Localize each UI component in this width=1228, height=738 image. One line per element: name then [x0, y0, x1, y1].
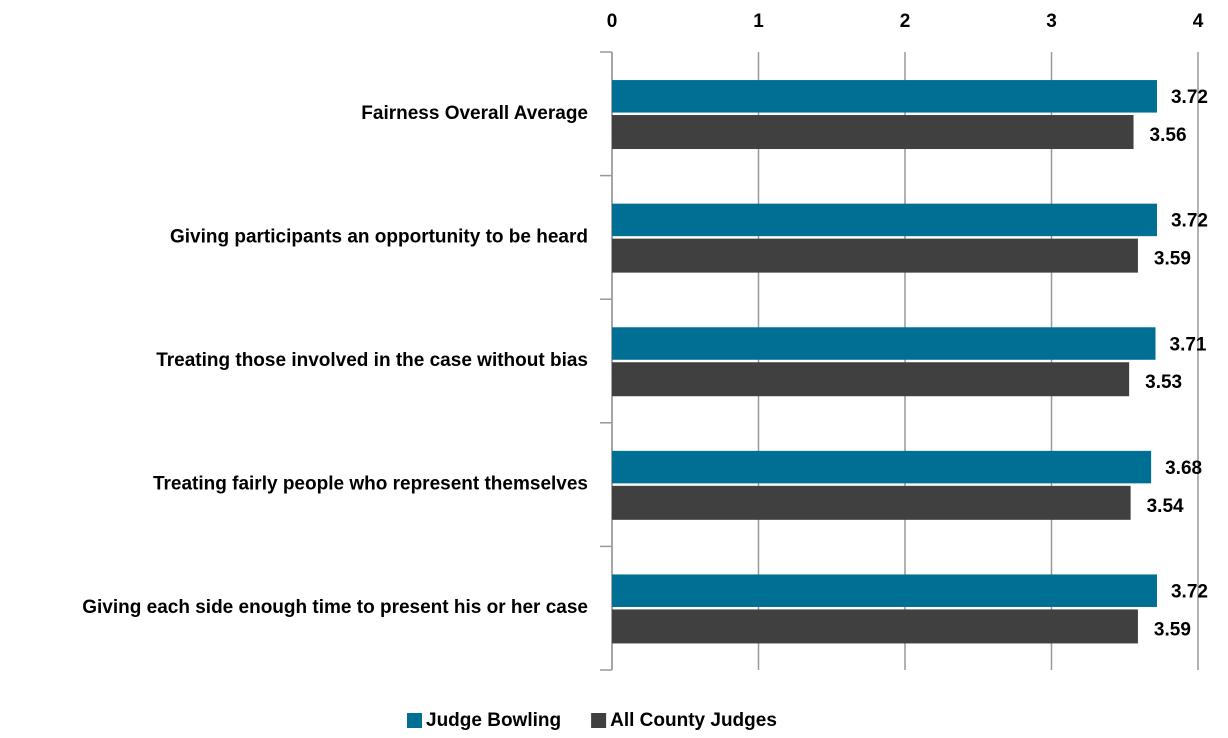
bar — [612, 574, 1157, 607]
bar — [612, 203, 1157, 237]
value-label: 3.54 — [1147, 496, 1184, 517]
bar — [612, 485, 1131, 520]
bar — [612, 115, 1134, 150]
bar — [612, 450, 1152, 484]
bar — [612, 327, 1156, 360]
value-label: 3.71 — [1170, 334, 1207, 355]
category-label: Treating fairly people who represent the… — [153, 474, 588, 495]
bar — [612, 80, 1157, 113]
legend-label: All County Judges — [610, 710, 777, 731]
value-label: 3.72 — [1171, 87, 1208, 108]
x-tick-label: 1 — [753, 11, 764, 32]
category-label: Giving each side enough time to present … — [82, 597, 588, 618]
value-label: 3.53 — [1145, 372, 1182, 393]
x-tick-label: 4 — [1193, 11, 1204, 32]
bar — [612, 362, 1130, 397]
value-label: 3.72 — [1171, 581, 1208, 602]
legend-swatch — [407, 713, 422, 728]
bar — [612, 609, 1138, 644]
x-tick-label: 0 — [607, 11, 618, 32]
value-label: 3.56 — [1150, 125, 1187, 146]
value-label: 3.68 — [1165, 458, 1202, 479]
bar — [612, 238, 1138, 273]
legend-label: Judge Bowling — [426, 710, 561, 731]
category-label: Treating those involved in the case with… — [156, 350, 588, 371]
value-label: 3.59 — [1154, 249, 1191, 270]
legend-swatch — [591, 713, 607, 728]
x-tick-label: 2 — [900, 11, 911, 32]
category-label: Giving participants an opportunity to be… — [170, 226, 588, 247]
value-label: 3.72 — [1171, 211, 1208, 232]
value-label: 3.59 — [1154, 619, 1191, 640]
x-tick-label: 3 — [1046, 11, 1057, 32]
category-label: Fairness Overall Average — [361, 103, 588, 124]
